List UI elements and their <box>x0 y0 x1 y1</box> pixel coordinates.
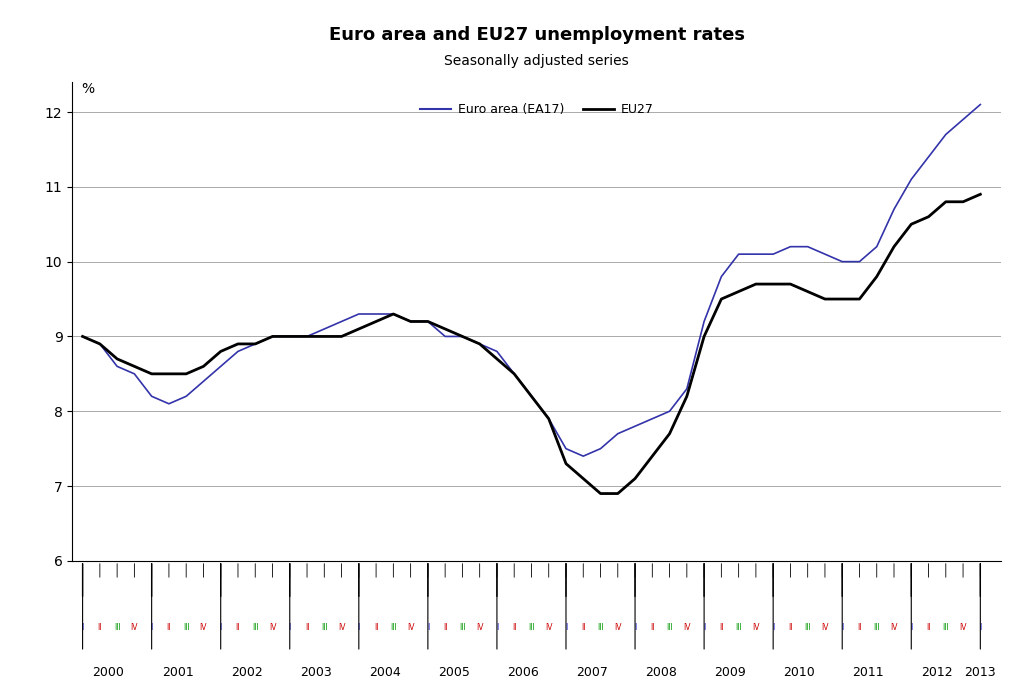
Line: EU27: EU27 <box>83 194 980 494</box>
Text: 2008: 2008 <box>645 666 677 679</box>
Euro area (EA17) <box>888 205 900 213</box>
Text: 2009: 2009 <box>714 666 746 679</box>
Euro area (EA17) <box>76 332 89 341</box>
Euro area (EA17) <box>318 325 330 333</box>
Text: 2013: 2013 <box>965 666 996 679</box>
Text: II: II <box>374 623 379 632</box>
Text: I: I <box>703 623 705 632</box>
Text: IV: IV <box>337 623 346 632</box>
Text: IV: IV <box>891 623 898 632</box>
Text: IV: IV <box>131 623 138 632</box>
Text: III: III <box>735 623 742 632</box>
EU27 <box>76 332 89 341</box>
Text: III: III <box>321 623 328 632</box>
Text: III: III <box>252 623 259 632</box>
Text: 2007: 2007 <box>576 666 608 679</box>
Text: IV: IV <box>752 623 760 632</box>
Text: II: II <box>304 623 310 632</box>
Text: I: I <box>495 623 498 632</box>
Text: IV: IV <box>407 623 415 632</box>
Text: I: I <box>841 623 843 632</box>
Text: III: III <box>183 623 190 632</box>
Text: III: III <box>114 623 121 632</box>
Text: %: % <box>82 82 95 96</box>
Text: II: II <box>512 623 516 632</box>
Text: II: II <box>650 623 654 632</box>
Text: II: II <box>235 623 240 632</box>
Text: IV: IV <box>268 623 277 632</box>
Euro area (EA17) <box>664 407 676 415</box>
Text: 2000: 2000 <box>93 666 125 679</box>
Text: III: III <box>667 623 673 632</box>
Text: 2003: 2003 <box>299 666 331 679</box>
EU27 <box>974 190 987 198</box>
Euro area (EA17) <box>628 422 641 430</box>
Text: 2012: 2012 <box>922 666 953 679</box>
Text: I: I <box>910 623 912 632</box>
Text: I: I <box>220 623 222 632</box>
Text: Seasonally adjusted series: Seasonally adjusted series <box>444 54 630 68</box>
Text: II: II <box>788 623 793 632</box>
Text: III: III <box>942 623 949 632</box>
Text: 2005: 2005 <box>438 666 470 679</box>
Text: III: III <box>873 623 880 632</box>
Text: II: II <box>443 623 448 632</box>
Text: 2006: 2006 <box>507 666 539 679</box>
EU27 <box>612 490 624 498</box>
Text: III: III <box>459 623 465 632</box>
EU27 <box>888 243 900 251</box>
Text: IV: IV <box>614 623 621 632</box>
Text: I: I <box>151 623 153 632</box>
Text: 2002: 2002 <box>231 666 262 679</box>
Text: I: I <box>289 623 291 632</box>
EU27 <box>628 475 641 483</box>
Text: I: I <box>565 623 568 632</box>
Legend: Euro area (EA17), EU27: Euro area (EA17), EU27 <box>415 98 658 121</box>
Text: III: III <box>598 623 604 632</box>
Euro area (EA17) <box>974 101 987 109</box>
Text: II: II <box>858 623 862 632</box>
Text: I: I <box>82 623 84 632</box>
Text: IV: IV <box>545 623 552 632</box>
Text: 2010: 2010 <box>783 666 815 679</box>
Text: II: II <box>98 623 102 632</box>
Text: I: I <box>634 623 636 632</box>
Text: II: II <box>581 623 585 632</box>
EU27 <box>664 430 676 438</box>
Text: II: II <box>167 623 171 632</box>
Text: I: I <box>358 623 360 632</box>
Text: IV: IV <box>200 623 207 632</box>
Euro area (EA17) <box>784 243 797 251</box>
Text: I: I <box>772 623 774 632</box>
Text: III: III <box>390 623 396 632</box>
EU27 <box>784 280 797 288</box>
Text: 2004: 2004 <box>368 666 400 679</box>
Text: II: II <box>927 623 931 632</box>
Text: 2011: 2011 <box>852 666 884 679</box>
EU27 <box>318 332 330 341</box>
Euro area (EA17) <box>577 452 589 460</box>
Text: Euro area and EU27 unemployment rates: Euro area and EU27 unemployment rates <box>328 26 745 44</box>
Text: IV: IV <box>821 623 829 632</box>
Text: III: III <box>804 623 811 632</box>
Text: IV: IV <box>476 623 483 632</box>
Text: IV: IV <box>683 623 690 632</box>
Text: II: II <box>719 623 723 632</box>
EU27 <box>594 490 607 498</box>
Line: Euro area (EA17): Euro area (EA17) <box>83 105 980 456</box>
Text: III: III <box>528 623 535 632</box>
Text: 2001: 2001 <box>162 666 193 679</box>
Text: I: I <box>427 623 429 632</box>
Text: I: I <box>979 623 981 632</box>
Euro area (EA17) <box>612 430 624 438</box>
Text: IV: IV <box>960 623 967 632</box>
